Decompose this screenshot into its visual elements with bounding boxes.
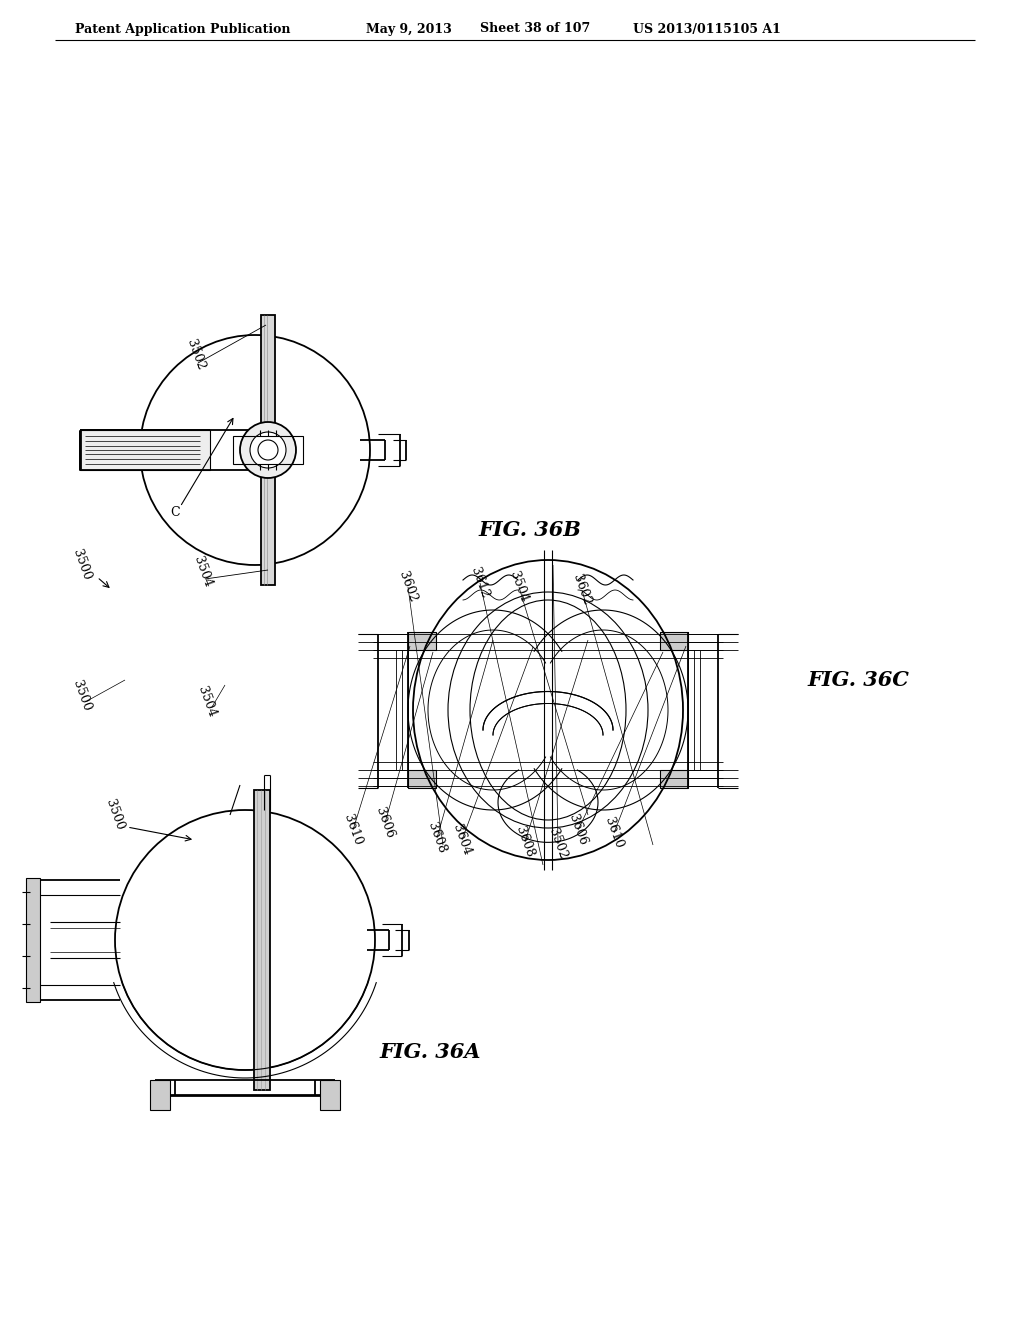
Text: 3602: 3602: [570, 573, 594, 607]
Text: 3604: 3604: [451, 822, 473, 857]
Text: 3612: 3612: [468, 566, 492, 601]
Text: 3608: 3608: [513, 825, 537, 859]
Bar: [150, 1080, 170, 1110]
Text: May 9, 2013: May 9, 2013: [366, 22, 452, 36]
Text: 3504: 3504: [508, 570, 530, 605]
Text: 3610: 3610: [602, 816, 626, 850]
Text: 3500: 3500: [71, 678, 93, 713]
Bar: [660, 770, 688, 788]
Circle shape: [258, 440, 278, 459]
Text: US 2013/0115105 A1: US 2013/0115105 A1: [633, 22, 781, 36]
Text: 3608: 3608: [425, 821, 449, 855]
Bar: [254, 789, 270, 1090]
Text: 3504: 3504: [196, 685, 218, 719]
Text: 3602: 3602: [396, 570, 420, 605]
Circle shape: [250, 432, 286, 469]
Circle shape: [240, 422, 296, 478]
Bar: [408, 770, 436, 788]
Text: 3500: 3500: [71, 548, 93, 582]
Text: 3610: 3610: [341, 813, 365, 847]
Text: FIG. 36B: FIG. 36B: [478, 520, 582, 540]
Text: 3500: 3500: [103, 797, 127, 832]
Bar: [80, 430, 210, 470]
Text: FIG. 36A: FIG. 36A: [379, 1041, 480, 1063]
Text: 3504: 3504: [191, 554, 215, 589]
Text: FIG. 36C: FIG. 36C: [807, 671, 909, 690]
Text: 3606: 3606: [566, 813, 590, 847]
Bar: [408, 632, 436, 649]
Text: C: C: [170, 506, 180, 519]
Bar: [26, 878, 40, 1002]
Bar: [319, 1080, 340, 1110]
Text: 3606: 3606: [374, 805, 396, 841]
Bar: [233, 436, 303, 465]
Text: Patent Application Publication: Patent Application Publication: [75, 22, 291, 36]
Bar: [660, 632, 688, 649]
Text: 3502: 3502: [184, 338, 208, 372]
Bar: [261, 315, 275, 585]
Text: 3502: 3502: [547, 826, 569, 861]
Text: Sheet 38 of 107: Sheet 38 of 107: [480, 22, 590, 36]
